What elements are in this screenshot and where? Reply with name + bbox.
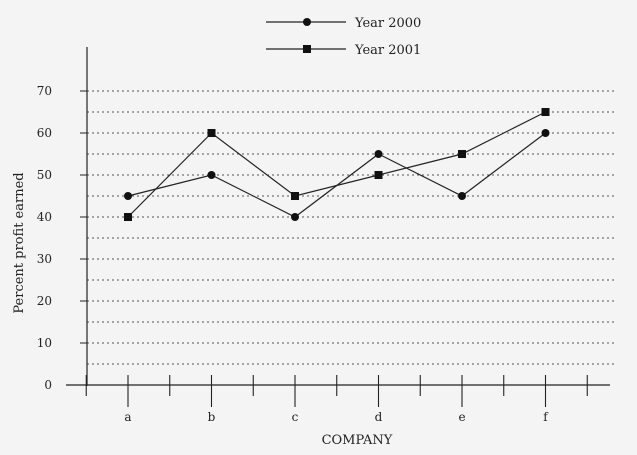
data-point-square [124, 213, 132, 221]
x-category-label: f [543, 410, 549, 424]
series-line [127, 111, 546, 218]
x-category-label: e [458, 410, 465, 424]
y-tick-label: 10 [37, 336, 52, 350]
data-point-circle [458, 192, 466, 200]
legend-marker-square [303, 45, 311, 53]
data-point-circle [374, 150, 383, 158]
x-category-label: d [375, 410, 383, 424]
legend-label-year-2000: Year 2000 [354, 16, 421, 31]
legend-label-year-2001: Year 2001 [354, 43, 421, 58]
y-tick-label: 70 [37, 84, 52, 98]
data-point-square [374, 171, 383, 179]
legend-marker-circle [303, 18, 311, 26]
series-lines [124, 108, 550, 221]
data-point-circle [291, 213, 299, 221]
data-point-circle [207, 171, 216, 179]
x-category-label: a [124, 410, 131, 424]
data-point-square [291, 192, 299, 200]
y-tick-label: 20 [37, 294, 52, 308]
data-point-square [207, 129, 216, 137]
x-tick-marks [85, 375, 588, 407]
y-tick-label: 60 [37, 126, 52, 140]
y-tick-label: 40 [37, 210, 52, 224]
y-tick-label: 30 [37, 252, 52, 266]
y-tick-labels: 0 10 20 30 40 50 60 70 [37, 84, 87, 392]
data-point-circle [124, 192, 132, 200]
y-axis-title: Percent profit earned [12, 172, 27, 313]
y-tick-label: 50 [37, 168, 52, 182]
x-category-label: c [292, 410, 299, 424]
x-category-labels: a b c d e f [124, 410, 549, 424]
grid-lines [87, 90, 617, 365]
data-point-circle [541, 129, 550, 137]
legend: Year 2000 Year 2001 [266, 16, 421, 58]
data-point-square [458, 150, 466, 158]
x-category-label: b [208, 410, 216, 424]
x-axis-title: COMPANY [322, 433, 393, 448]
y-tick-label: 0 [44, 378, 52, 392]
data-point-square [541, 108, 550, 116]
series-2 [124, 108, 550, 221]
